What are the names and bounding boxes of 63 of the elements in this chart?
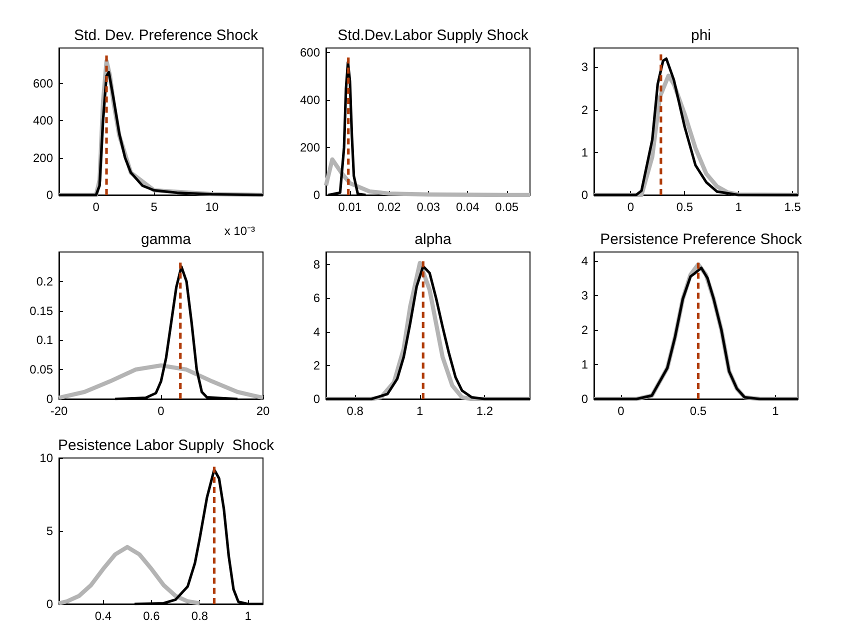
y-tick-label: 10 [40,451,54,465]
chart-title: Std.Dev.Labor Supply Shock [338,27,529,44]
y-tick-label: 1 [581,357,588,372]
x-tick-label: 0.02 [377,200,402,214]
y-tick-label: 0.05 [30,362,54,377]
y-tick-label: 3 [581,60,588,74]
x-tick-label: 20 [256,404,270,418]
y-tick-label: 4 [581,254,588,268]
y-tick-label: 0 [581,188,588,202]
chart-title: gamma [140,231,192,248]
y-tick-label: 4 [313,324,320,339]
chart-title: phi [690,27,712,44]
x-tick-label: -20 [50,404,68,418]
x-axis-title: x 10⁻³ [224,224,255,238]
y-tick-label: 8 [313,258,320,272]
y-tick-label: 200 [300,140,320,155]
x-tick-label: 0.8 [191,609,208,623]
x-tick-label: 1 [772,404,780,418]
y-tick-label: 0 [46,392,54,406]
y-tick-label: 2 [581,322,588,337]
y-tick-label: 0 [46,188,54,202]
chart-title: Pesistence Labor Supply Shock [58,437,274,454]
y-tick-label: 0 [313,392,320,406]
chart-title: Persistence Preference Shock [600,231,802,248]
x-tick-label: 0.01 [338,200,362,214]
y-tick-label: 6 [313,291,320,306]
x-tick-label: 0.5 [676,200,694,214]
y-tick-label: 2 [313,358,320,372]
x-tick-label: 0.04 [456,200,480,214]
x-tick-label: 0.4 [94,609,112,623]
y-tick-label: 0.1 [36,333,54,348]
x-tick-label: 0.8 [346,404,364,418]
x-tick-label: 0 [92,200,100,214]
y-tick-label: 400 [300,93,320,108]
y-tick-label: 1 [581,145,588,160]
x-tick-label: 1 [735,200,742,214]
y-tick-label: 0 [581,392,588,406]
x-tick-label: 1.5 [784,200,802,214]
chart-title: Std. Dev. Preference Shock [74,27,258,44]
x-tick-label: 0.05 [495,200,519,214]
x-tick-label: 0.03 [416,200,440,214]
y-tick-label: 600 [32,76,54,90]
y-tick-label: 3 [581,288,588,302]
x-tick-label: 0.5 [690,404,707,418]
y-tick-label: 0 [46,597,54,611]
y-tick-label: 0 [313,188,320,202]
y-tick-label: 0.2 [36,274,54,288]
y-tick-label: 600 [300,46,320,60]
y-tick-label: 0.15 [30,304,54,318]
x-tick-label: 10 [205,200,219,214]
x-tick-label: 0 [158,404,165,418]
y-tick-label: 2 [581,102,588,117]
x-tick-label: 0 [627,200,634,214]
y-tick-label: 400 [32,114,54,128]
x-tick-label: 5 [150,200,158,214]
chart-title: alpha [414,231,452,248]
y-tick-label: 5 [46,524,54,538]
x-tick-label: 0 [618,404,625,418]
x-tick-label: 1 [244,609,252,623]
y-tick-label: 200 [32,150,54,165]
x-tick-label: 1.2 [476,404,494,418]
x-tick-label: 0.6 [143,609,160,623]
x-tick-label: 1 [416,404,424,418]
